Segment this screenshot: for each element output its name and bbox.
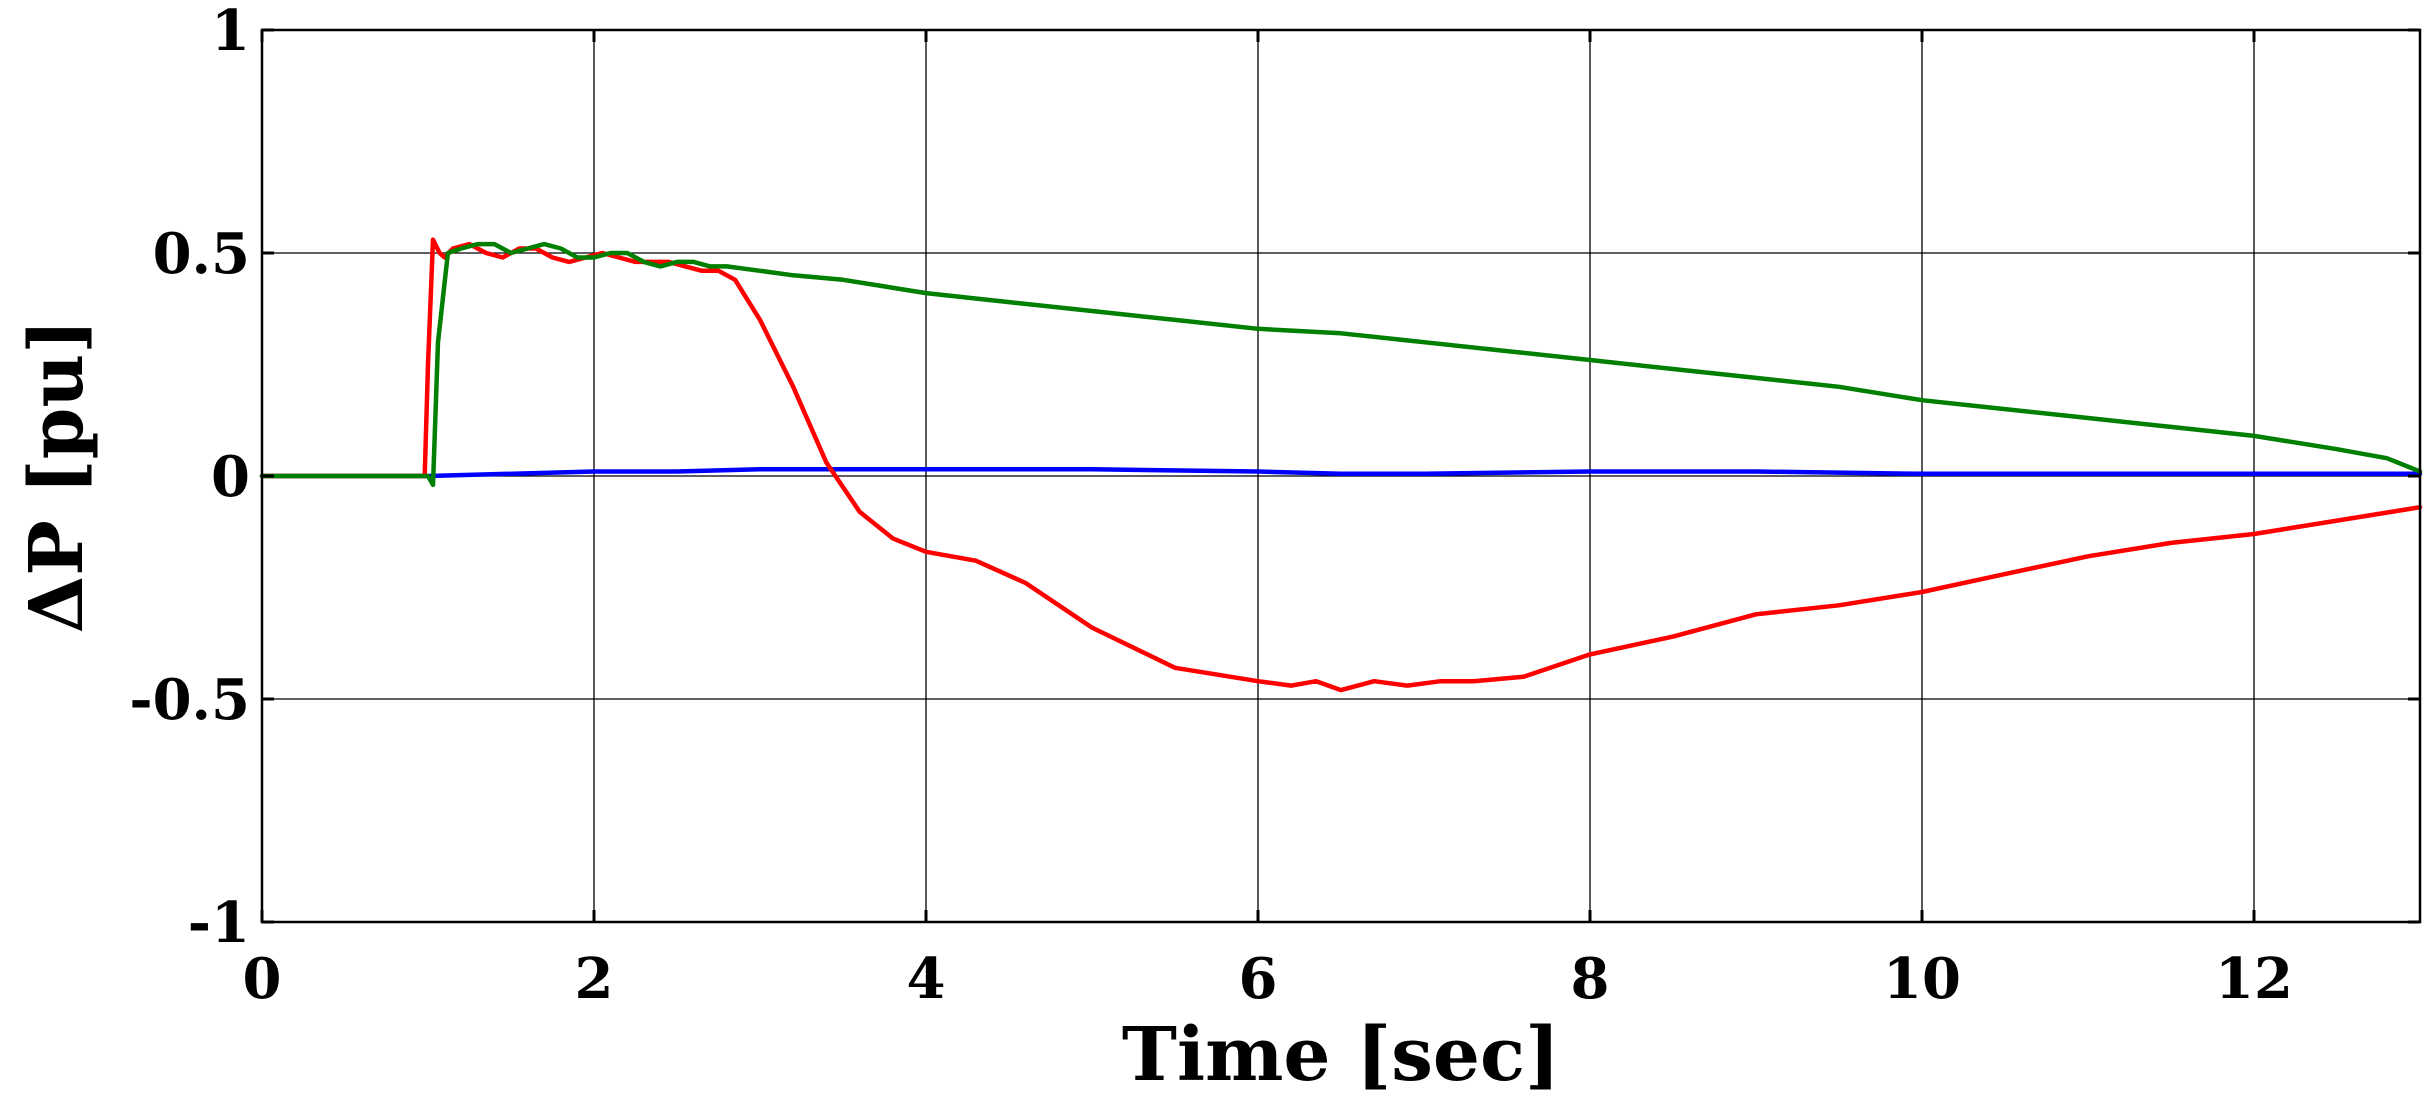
series-line-2: [259, 237, 2423, 693]
y-axis-title: ΔP [pu]: [14, 319, 100, 633]
y-tick-label: -1: [188, 890, 250, 956]
x-tick-label: 12: [2215, 946, 2293, 1012]
y-tick-label: 0: [211, 444, 250, 510]
series-group: [259, 237, 2423, 693]
y-tick-label: 1: [211, 0, 250, 64]
x-tick-label: 6: [1239, 946, 1278, 1012]
series-line-3: [259, 241, 2423, 488]
axis-ticks: [260, 28, 2420, 924]
x-axis-tick-labels: 0 2 4 6 8 10 12: [243, 946, 2293, 1012]
x-tick-label: 10: [1883, 946, 1961, 1012]
x-axis-title: Time [sec]: [1122, 1012, 1560, 1098]
x-tick-label: 8: [1571, 946, 1610, 1012]
x-tick-label: 4: [907, 946, 946, 1012]
x-tick-label: 0: [243, 946, 282, 1012]
y-tick-label: -0.5: [129, 667, 250, 733]
x-tick-label: 2: [575, 946, 614, 1012]
series-line-1: [259, 467, 2423, 479]
y-tick-label: 0.5: [153, 221, 250, 287]
y-axis-tick-labels: -1 -0.5 0 0.5 1: [129, 0, 250, 956]
